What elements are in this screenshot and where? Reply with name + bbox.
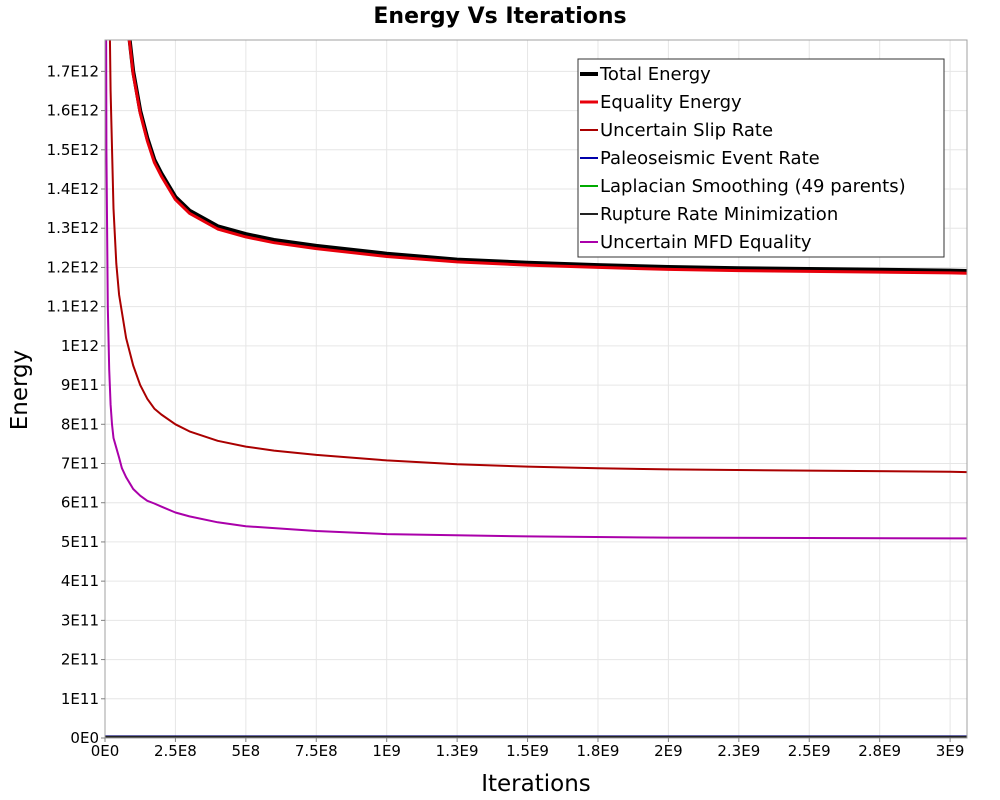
series-line-uncertain-mfd-equality: [105, 40, 967, 540]
series-layer: [105, 40, 967, 738]
y-tick-label: 1.2E12: [47, 258, 99, 276]
x-tick-label: 2.8E9: [858, 742, 901, 760]
series-line-total-energy: [127, 40, 967, 273]
y-tick-label: 1E12: [61, 337, 99, 355]
x-tick-label: 1.3E9: [436, 742, 479, 760]
legend-label-laplacian-smoothing-49-parents: Laplacian Smoothing (49 parents): [600, 176, 906, 197]
x-axis-title: Iterations: [481, 771, 591, 797]
x-tick-label: 2.5E9: [788, 742, 831, 760]
series-line-uncertain-slip-rate: [108, 40, 967, 474]
y-tick-label: 1.3E12: [47, 219, 99, 237]
chart-title: Energy Vs Iterations: [373, 4, 626, 29]
y-tick-label: 6E11: [61, 494, 99, 512]
y-tick-label: 2E11: [61, 651, 99, 669]
legend-box: [577, 58, 945, 258]
legend-label-rupture-rate-minimization: Rupture Rate Minimization: [600, 204, 838, 225]
x-tick-label: 2E9: [654, 742, 683, 760]
x-tick-label: 1.5E9: [506, 742, 549, 760]
y-tick-label: 9E11: [61, 376, 99, 394]
legend: Total Energy Equality Energy Uncertain Sli…: [577, 58, 945, 258]
legend-label-uncertain-slip-rate: Uncertain Slip Rate: [600, 120, 773, 141]
y-tick-label: 1.4E12: [47, 180, 99, 198]
y-tick-label: 1.7E12: [47, 62, 99, 80]
x-tick-label: 0E0: [91, 742, 120, 760]
y-tick-label: 1.5E12: [47, 141, 99, 159]
y-tick-label: 3E11: [61, 611, 99, 629]
y-tick-label: 1.6E12: [47, 102, 99, 120]
x-tick-label: 2.3E9: [717, 742, 760, 760]
series-line-equality-energy: [127, 40, 967, 275]
y-axis-ticks: 0E0 1E11 2E11 3E11 4E11 5E11 6E11 7E11 8E11 9E11 1…: [47, 62, 105, 747]
y-tick-label: 4E11: [61, 572, 99, 590]
y-tick-label: 1E11: [61, 690, 99, 708]
x-tick-label: 2.5E8: [154, 742, 197, 760]
y-axis-title: Energy: [7, 350, 33, 431]
x-tick-label: 5E8: [232, 742, 261, 760]
x-axis-ticks: 0E0 2.5E8 5E8 7.5E8 1E9 1.3E9 1.5E9 1.8E9 2E9 2.3…: [91, 738, 965, 760]
legend-label-equality-energy: Equality Energy: [600, 92, 742, 113]
y-tick-label: 7E11: [61, 455, 99, 473]
x-tick-label: 1.8E9: [577, 742, 620, 760]
plot-border: [104, 39, 968, 739]
legend-label-paleoseismic-event-rate: Paleoseismic Event Rate: [600, 148, 820, 169]
grid-lines: [104, 40, 967, 739]
x-tick-label: 1E9: [372, 742, 401, 760]
y-tick-label: 0E0: [70, 729, 99, 747]
y-tick-label: 1.1E12: [47, 298, 99, 316]
x-tick-label: 3E9: [936, 742, 965, 760]
x-tick-label: 7.5E8: [295, 742, 338, 760]
y-tick-label: 5E11: [61, 533, 99, 551]
legend-label-total-energy: Total Energy: [599, 64, 711, 85]
legend-label-uncertain-mfd-equality: Uncertain MFD Equality: [600, 232, 812, 253]
y-tick-label: 8E11: [61, 415, 99, 433]
